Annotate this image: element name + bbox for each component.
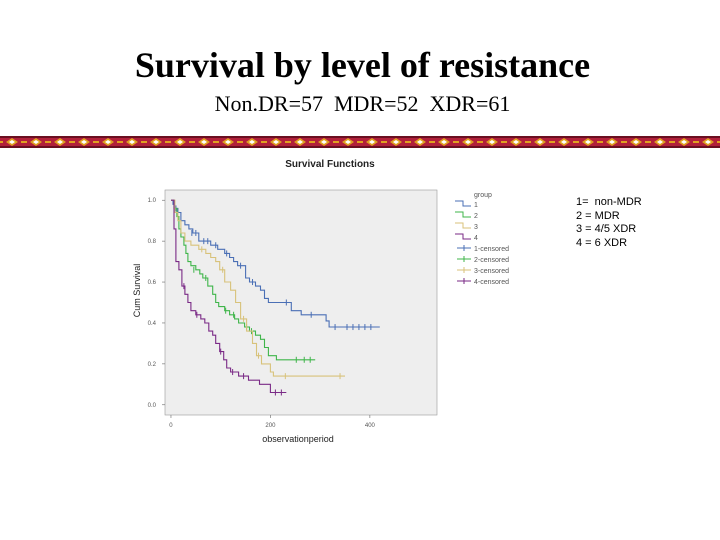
series-line-2 (171, 199, 316, 361)
survival-chart: Survival Functions 0.0 0.2 0.4 0.6 0.8 1.0 0 200… (132, 159, 509, 444)
legend-swatch-1 (455, 200, 471, 207)
group-key-note: 1= non-MDR 2 = MDR 3 = 4/5 XDR 4 = 6 XDR (576, 196, 642, 250)
y-tick-label: 1.0 (148, 198, 157, 204)
legend-entry-4-censored: 4-censored (474, 279, 509, 286)
y-tick-label: 0.2 (148, 362, 157, 368)
x-tick-label: 200 (265, 423, 276, 429)
y-axis-label: Cum Survival (132, 264, 142, 318)
decorative-border (0, 136, 720, 148)
legend-entry-3: 3 (474, 224, 478, 231)
x-axis-label: observationperiod (262, 434, 334, 444)
legend-entry-2-censored: 2-censored (474, 257, 509, 264)
legend-entry-2: 2 (474, 213, 478, 220)
group-key-line: 1= non-MDR (576, 196, 642, 208)
chart-title: Survival Functions (285, 159, 375, 170)
legend-entry-1-censored: 1-censored (474, 246, 509, 253)
group-key-line: 4 = 6 XDR (576, 236, 628, 249)
legend-entry-1: 1 (474, 202, 478, 209)
legend-entry-3-censored: 3-censored (474, 268, 509, 275)
x-tick-label: 400 (365, 423, 376, 429)
group-key-line: 2 = MDR (576, 209, 620, 222)
slide-title: Survival by level of resistance (134, 45, 591, 85)
y-tick-label: 0.8 (148, 239, 157, 245)
series-line-1 (171, 199, 380, 328)
series-line-4 (171, 199, 287, 394)
legend-title: group (474, 192, 492, 199)
legend-swatch-2 (455, 211, 471, 218)
legend-swatch-4 (455, 233, 471, 240)
y-tick-label: 0.6 (148, 280, 157, 286)
group-key-line: 3 = 4/5 XDR (576, 223, 637, 235)
slide-subtitle: Non.DR=57 MDR=52 XDR=61 (214, 91, 511, 116)
y-tick-label: 0.4 (148, 321, 157, 327)
legend-entry-4: 4 (474, 235, 478, 242)
y-tick-label: 0.0 (148, 403, 157, 409)
x-tick-label: 0 (169, 423, 173, 429)
plot-area (164, 189, 438, 416)
legend-swatch-3 (455, 222, 471, 229)
